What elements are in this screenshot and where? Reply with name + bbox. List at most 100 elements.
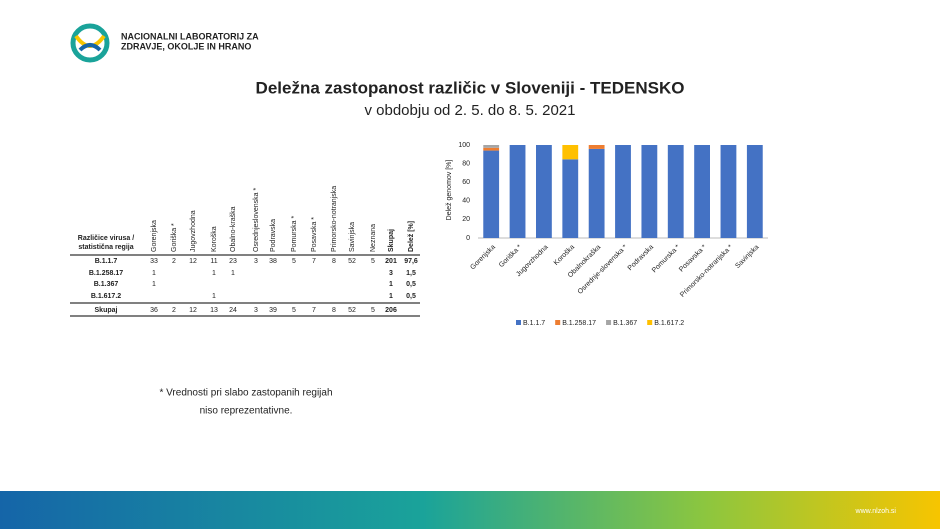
bar-segment	[746, 145, 763, 238]
bar-segment	[483, 150, 500, 238]
bar-segment	[536, 145, 552, 238]
org-name: ZDRAVJE, OKOLJE IN HRANO	[121, 41, 251, 51]
bar-segment	[562, 159, 579, 238]
table-corner: statistična regija	[78, 244, 133, 251]
legend-swatch	[606, 320, 612, 325]
bar-segment	[588, 145, 605, 149]
column-header: Obalno-kraška	[230, 206, 237, 252]
table-cell: 97,6	[404, 258, 418, 265]
table-cell: 7	[312, 307, 316, 314]
logo	[70, 23, 110, 63]
y-axis-label: Delež genomov [%]	[446, 160, 453, 221]
table-cell: 33	[150, 258, 158, 265]
table-cell: 8	[332, 258, 336, 265]
table-cell: 201	[385, 258, 397, 265]
bar-segment	[720, 145, 737, 238]
y-tick-label: 100	[458, 142, 470, 149]
row-label: B.1.1.7	[95, 258, 118, 265]
table-cell: 0,5	[406, 293, 416, 300]
table-cell: 7	[312, 258, 316, 265]
bar-segment	[615, 145, 631, 238]
column-header: Pomurska *	[291, 216, 298, 252]
column-header: Jugovzhodna	[190, 210, 197, 252]
x-tick-label: Primorsko-notranjska *	[679, 244, 734, 299]
bar-segment	[588, 148, 605, 238]
bar-segment	[483, 147, 500, 151]
column-header: Skupaj	[388, 229, 395, 252]
legend-label: B.1.367	[613, 320, 637, 327]
legend-swatch	[647, 320, 653, 325]
legend-label: B.1.258.17	[562, 320, 596, 327]
table-cell: 1	[231, 270, 235, 277]
table-cell: 52	[348, 258, 356, 265]
table-cell: 5	[371, 258, 375, 265]
table-cell: 2	[172, 307, 176, 314]
table-cell: 1	[389, 293, 393, 300]
row-label: B.1.617.2	[91, 293, 121, 300]
table-cell: 1	[212, 293, 216, 300]
table-cell: 3	[254, 307, 258, 314]
table-corner: Različice virusa /	[78, 235, 134, 242]
x-tick-label: Podravska	[627, 244, 655, 272]
table-cell: 2	[172, 258, 176, 265]
column-header: Savinjska	[349, 222, 356, 252]
y-tick-label: 80	[462, 160, 470, 167]
column-header: Koroška	[211, 226, 218, 252]
title: Deležna zastopanost različic v Sloveniji…	[256, 78, 685, 97]
y-tick-label: 0	[466, 235, 470, 242]
table-cell: 3	[254, 258, 258, 265]
table-cell: 5	[292, 307, 296, 314]
table-cell: 52	[348, 307, 356, 314]
column-header: Goriška *	[171, 223, 178, 252]
footer-url: www.nlzoh.si	[855, 508, 897, 515]
table-cell: 1	[152, 281, 156, 288]
footer-bar	[0, 491, 940, 529]
bar-segment	[641, 145, 658, 238]
row-label: B.1.367	[94, 281, 119, 288]
table-cell: 206	[385, 307, 397, 314]
table-cell: 36	[150, 307, 158, 314]
legend-label: B.1.617.2	[654, 320, 684, 327]
table-cell: 3	[389, 270, 393, 277]
column-header: Gorenjska	[151, 220, 158, 252]
table-cell: 5	[292, 258, 296, 265]
table-cell: 8	[332, 307, 336, 314]
column-header: Podravska	[270, 219, 277, 252]
table-cell: 12	[189, 307, 197, 314]
bar-segment	[483, 145, 500, 148]
table-cell: 12	[189, 258, 197, 265]
bar-segment	[694, 145, 710, 238]
bar-segment	[509, 145, 526, 238]
table-cell: 1	[389, 281, 393, 288]
y-tick-label: 40	[462, 198, 470, 205]
table-cell: 0,5	[406, 281, 416, 288]
y-tick-label: 20	[462, 216, 470, 223]
note: niso reprezentativne.	[200, 406, 293, 417]
column-header: Primorsko-notranjska	[331, 186, 338, 252]
y-tick-label: 60	[462, 179, 470, 186]
table-cell: 1	[152, 270, 156, 277]
bar-segment	[562, 145, 579, 160]
column-header: Posavska *	[311, 217, 318, 252]
column-header: Neznana	[370, 224, 377, 252]
row-label: B.1.258.17	[89, 270, 123, 277]
table-cell: 39	[269, 307, 277, 314]
bar-segment	[667, 145, 684, 238]
org-name: NACIONALNI LABORATORIJ ZA	[121, 31, 259, 41]
x-tick-label: Koroška	[553, 244, 576, 267]
subtitle: v obdobju od 2. 5. do 8. 5. 2021	[364, 102, 575, 119]
row-label: Skupaj	[95, 307, 118, 314]
x-tick-label: Osrednje-slovenska *	[577, 244, 629, 296]
table-cell: 23	[229, 258, 237, 265]
table-cell: 1,5	[406, 270, 416, 277]
column-header: Delež [%]	[408, 221, 415, 252]
legend-label: B.1.1.7	[523, 320, 545, 327]
table-cell: 5	[371, 307, 375, 314]
note: * Vrednosti pri slabo zastopanih regijah	[159, 388, 332, 399]
x-tick-label: Pomurska *	[651, 244, 682, 275]
table-cell: 38	[269, 258, 277, 265]
column-header: Osrednjeslovenska *	[253, 188, 260, 252]
table-cell: 11	[210, 258, 217, 265]
x-tick-label: Gorenjska	[469, 244, 497, 272]
